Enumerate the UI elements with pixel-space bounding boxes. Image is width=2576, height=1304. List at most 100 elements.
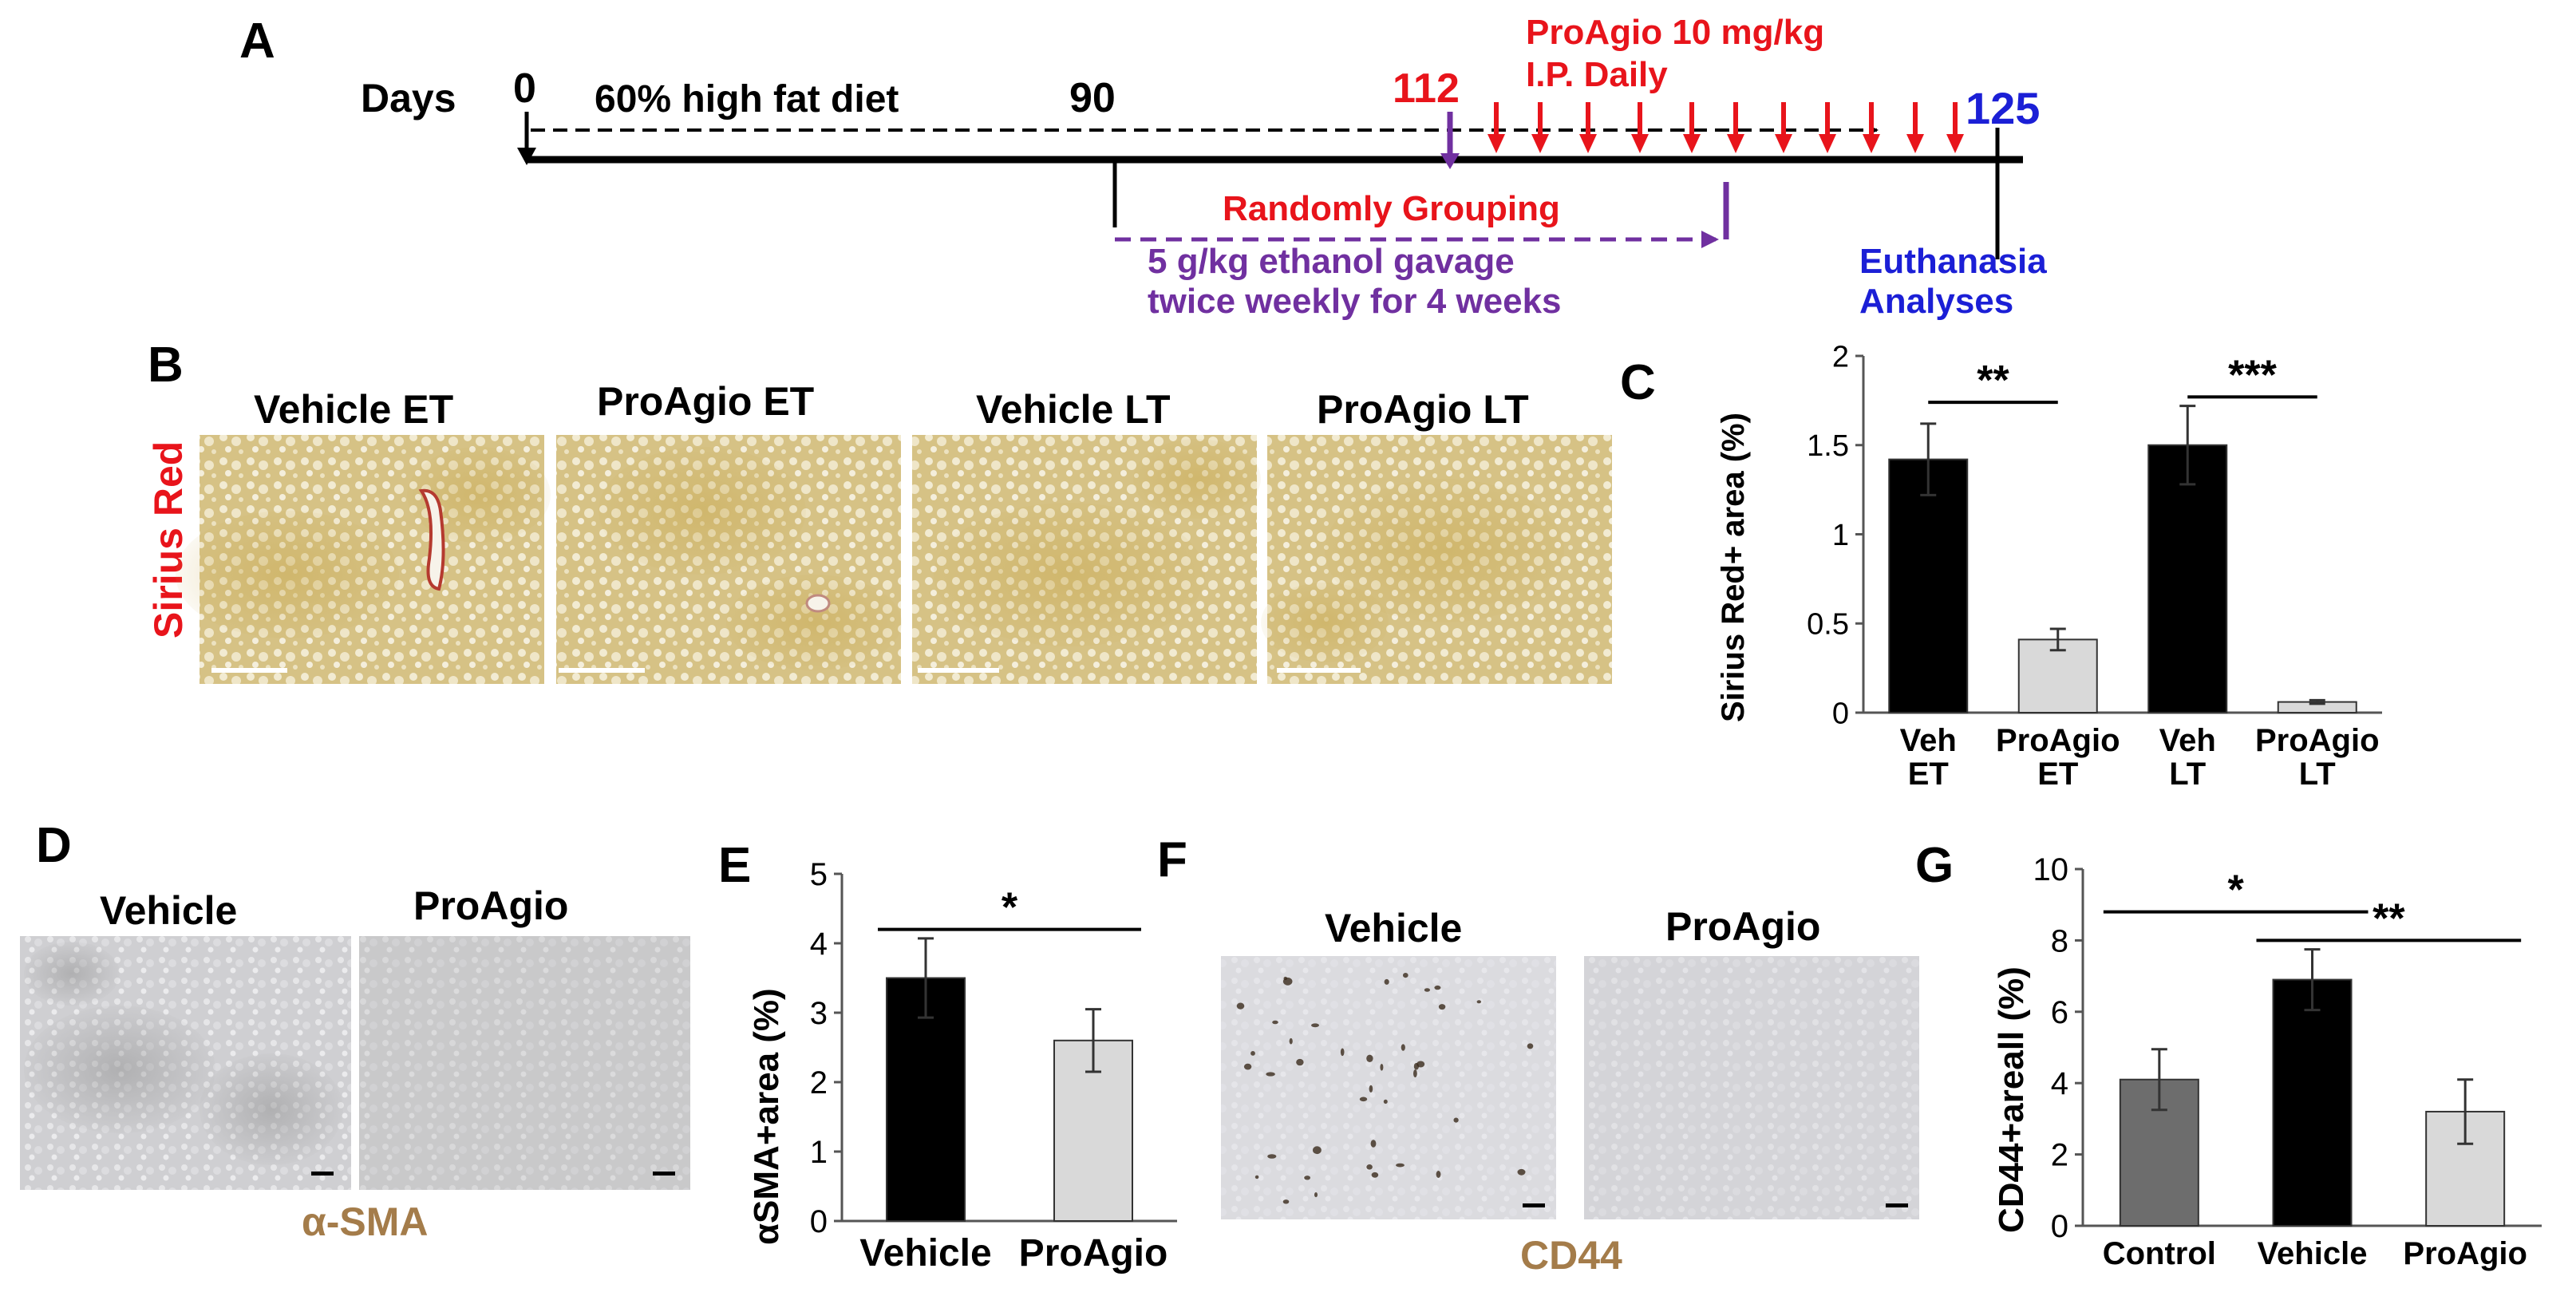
y-tick-label: 0 xyxy=(1832,697,1849,730)
y-tick-label: 0.5 xyxy=(1807,608,1849,642)
image-title-vehicle-lt: Vehicle LT xyxy=(976,387,1171,432)
panel-b-images: B Sirius Red Vehicle ET ProAgio ET Vehic… xyxy=(146,338,1612,684)
image-title-d-proagio: ProAgio xyxy=(413,883,568,928)
y-tick-label: 1 xyxy=(810,1135,828,1170)
y-tick-label: 2 xyxy=(2051,1138,2068,1173)
ethanol-line1: 5 g/kg ethanol gavage xyxy=(1148,242,1515,281)
category-label: ET xyxy=(1908,757,1949,792)
day-112-arrowhead xyxy=(1440,153,1460,169)
y-tick-label: 1 xyxy=(1832,519,1849,552)
category-label: LT xyxy=(2299,757,2336,792)
euthanasia-line1: Euthanasia xyxy=(1859,242,2047,281)
y-tick-label: 4 xyxy=(810,927,828,962)
category-label: Veh xyxy=(1900,723,1957,758)
cd44-dot xyxy=(1371,1172,1379,1178)
cd44-dot xyxy=(1266,1072,1275,1077)
cd44-dot xyxy=(1396,1163,1405,1168)
panel-label-e: E xyxy=(718,838,751,893)
y-tick-label: 0 xyxy=(810,1204,828,1239)
image-title-f-vehicle: Vehicle xyxy=(1325,906,1462,950)
cd44-dot xyxy=(1380,1064,1384,1071)
dose-arrowhead xyxy=(1819,134,1836,153)
cd44-dot xyxy=(1243,1063,1252,1070)
y-tick-label: 3 xyxy=(810,996,828,1031)
cd44-dot xyxy=(1236,1002,1245,1010)
cd44-dot xyxy=(1340,1048,1345,1057)
cd44-dot xyxy=(1369,1085,1373,1093)
chart-c-ylabel: Sirius Red+ area (%) xyxy=(1716,413,1751,722)
cd44-dot xyxy=(1416,1061,1425,1068)
dose-arrowhead xyxy=(1775,134,1792,153)
panel-d-images: D Vehicle ProAgio α-SMA xyxy=(20,818,690,1244)
y-tick-label: 8 xyxy=(2051,923,2068,958)
panel-label-f: F xyxy=(1157,832,1187,887)
panel-f-images: F Vehicle ProAgio CD44 xyxy=(1157,832,1919,1278)
cd44-dot xyxy=(1384,978,1389,985)
euthanasia-line2: Analyses xyxy=(1859,282,2013,321)
chart-e-ylabel: αSMA+area (%) xyxy=(747,988,786,1245)
image-title-proagio-lt: ProAgio LT xyxy=(1317,387,1529,432)
y-tick-label: 2 xyxy=(810,1065,828,1100)
image-title-proagio-et: ProAgio ET xyxy=(597,379,814,424)
panel-label-a: A xyxy=(239,14,275,69)
micrograph-proagio-et xyxy=(556,435,902,684)
cd44-dot xyxy=(1366,1164,1373,1170)
cd44-dot xyxy=(1434,985,1441,990)
micrograph-d-vehicle xyxy=(20,936,351,1190)
bar xyxy=(2147,444,2228,713)
significance-stars: *** xyxy=(2228,352,2277,398)
category-label: Vehicle xyxy=(859,1232,991,1274)
cd44-dot xyxy=(1283,976,1288,981)
y-tick-label: 0 xyxy=(2051,1209,2068,1244)
y-tick-label: 6 xyxy=(2051,995,2068,1030)
cd44-dot xyxy=(1250,1051,1255,1056)
cd44-dot xyxy=(1383,1099,1388,1104)
cd44-dot xyxy=(1267,1154,1277,1159)
micrograph-proagio-lt xyxy=(1261,435,1612,684)
significance-stars: * xyxy=(2228,867,2245,914)
category-label: ProAgio xyxy=(1019,1232,1168,1274)
cd44-dot xyxy=(1517,1168,1526,1176)
y-tick-label: 1.5 xyxy=(1807,429,1849,463)
cd44-dot xyxy=(1282,1199,1290,1204)
bar xyxy=(2017,638,2098,713)
days-label: Days xyxy=(361,76,456,121)
day-125-label: 125 xyxy=(1966,83,2040,133)
y-tick-label: 10 xyxy=(2033,852,2069,887)
dose-arrowhead xyxy=(1579,134,1597,153)
cd44-dot xyxy=(1453,1117,1459,1123)
cd44-dot xyxy=(1254,1175,1259,1180)
cd44-stain-label: CD44 xyxy=(1520,1233,1622,1278)
micrograph-f-proagio xyxy=(1584,956,1919,1219)
daily-dose-arrows xyxy=(1488,102,1964,153)
cd44-positive-cells xyxy=(1236,973,1534,1204)
day-0-label: 0 xyxy=(513,65,536,112)
sirius-red-stain-label: Sirius Red xyxy=(146,441,191,638)
category-label: ProAgio xyxy=(2255,723,2380,758)
cd44-dot xyxy=(1314,1192,1318,1198)
day-90-label: 90 xyxy=(1069,75,1116,121)
category-label: ProAgio xyxy=(2403,1236,2527,1271)
cd44-dot xyxy=(1436,1171,1441,1178)
category-label: Vehicle xyxy=(2258,1236,2368,1271)
bar xyxy=(2272,978,2353,1227)
image-title-vehicle-et: Vehicle ET xyxy=(254,387,453,432)
dose-arrowhead xyxy=(1946,134,1964,153)
cd44-dot xyxy=(1438,1004,1446,1010)
panel-label-b: B xyxy=(148,338,184,393)
dose-arrowhead xyxy=(1863,134,1880,153)
micrograph-vehicle-et xyxy=(176,435,551,684)
panel-e-chart: E αSMA+area (%) 0 1 2 3 4 5 Vehicle ProAgio * xyxy=(718,838,1177,1274)
cd44-dot xyxy=(1313,1146,1322,1155)
category-label: LT xyxy=(2169,757,2206,792)
micrograph-d-proagio xyxy=(359,936,690,1190)
dose-arrowhead xyxy=(1727,134,1744,153)
dose-arrowhead xyxy=(1906,134,1924,153)
significance-stars: ** xyxy=(2373,895,2405,942)
cd44-dot xyxy=(1413,1069,1417,1078)
cd44-dot xyxy=(1304,1176,1310,1180)
micrograph-f-vehicle xyxy=(1221,956,1556,1219)
